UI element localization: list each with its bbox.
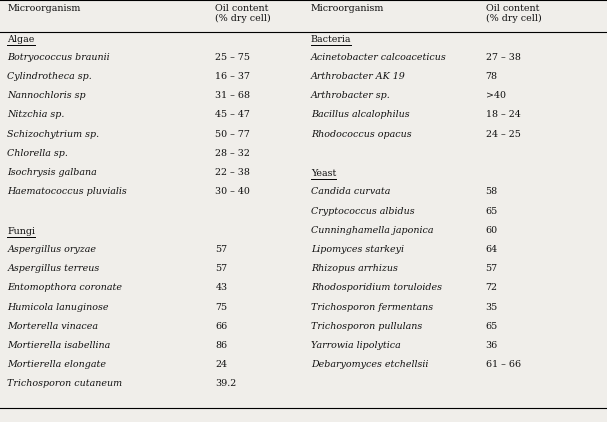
- Text: 66: 66: [215, 322, 228, 331]
- Text: 57: 57: [215, 245, 228, 254]
- Text: Humicola lanuginose: Humicola lanuginose: [7, 303, 109, 311]
- Text: 27 – 38: 27 – 38: [486, 53, 520, 62]
- Text: 22 – 38: 22 – 38: [215, 168, 250, 177]
- Text: Trichosporon fermentans: Trichosporon fermentans: [311, 303, 433, 311]
- Text: Nannochloris sp: Nannochloris sp: [7, 91, 86, 100]
- Text: Acinetobacter calcoaceticus: Acinetobacter calcoaceticus: [311, 53, 447, 62]
- Text: Oil content
(% dry cell): Oil content (% dry cell): [215, 4, 271, 23]
- Text: 30 – 40: 30 – 40: [215, 187, 250, 196]
- Text: Lipomyces starkeyi: Lipomyces starkeyi: [311, 245, 404, 254]
- Text: Arthrobacter AK 19: Arthrobacter AK 19: [311, 72, 405, 81]
- Text: 18 – 24: 18 – 24: [486, 111, 520, 119]
- Text: 43: 43: [215, 283, 228, 292]
- Text: 24 – 25: 24 – 25: [486, 130, 520, 139]
- Text: Chlorella sp.: Chlorella sp.: [7, 149, 68, 158]
- Text: 64: 64: [486, 245, 498, 254]
- Text: Algae: Algae: [7, 35, 35, 43]
- Text: Yarrowia lipolytica: Yarrowia lipolytica: [311, 341, 401, 350]
- Text: Rhizopus arrhizus: Rhizopus arrhizus: [311, 264, 398, 273]
- Text: 61 – 66: 61 – 66: [486, 360, 521, 369]
- Text: 58: 58: [486, 187, 498, 196]
- Text: Microorganism: Microorganism: [7, 4, 81, 13]
- Text: 35: 35: [486, 303, 498, 311]
- Text: 36: 36: [486, 341, 498, 350]
- Text: Haematococcus pluvialis: Haematococcus pluvialis: [7, 187, 127, 196]
- Text: Fungi: Fungi: [7, 227, 35, 236]
- Text: 78: 78: [486, 72, 498, 81]
- Text: Bacteria: Bacteria: [311, 35, 351, 43]
- Text: Trichosporon cutaneum: Trichosporon cutaneum: [7, 379, 123, 388]
- Text: >40: >40: [486, 91, 506, 100]
- Text: Aspergillus terreus: Aspergillus terreus: [7, 264, 100, 273]
- Text: 57: 57: [215, 264, 228, 273]
- Text: 57: 57: [486, 264, 498, 273]
- Text: Rhodosporidium toruloides: Rhodosporidium toruloides: [311, 283, 442, 292]
- Text: 24: 24: [215, 360, 228, 369]
- Text: Candida curvata: Candida curvata: [311, 187, 390, 196]
- Text: Bacillus alcalophilus: Bacillus alcalophilus: [311, 111, 409, 119]
- Text: 65: 65: [486, 206, 498, 216]
- Text: Mortierella elongate: Mortierella elongate: [7, 360, 106, 369]
- Text: Isochrysis galbana: Isochrysis galbana: [7, 168, 97, 177]
- Text: 25 – 75: 25 – 75: [215, 53, 251, 62]
- Text: 28 – 32: 28 – 32: [215, 149, 250, 158]
- Text: Rhodococcus opacus: Rhodococcus opacus: [311, 130, 412, 139]
- Text: Yeast: Yeast: [311, 169, 336, 178]
- Text: Arthrobacter sp.: Arthrobacter sp.: [311, 91, 390, 100]
- Text: 50 – 77: 50 – 77: [215, 130, 250, 139]
- Text: Aspergillus oryzae: Aspergillus oryzae: [7, 245, 97, 254]
- Text: Microorganism: Microorganism: [311, 4, 384, 13]
- Text: Botryococcus braunii: Botryococcus braunii: [7, 53, 110, 62]
- Text: 39.2: 39.2: [215, 379, 237, 388]
- Text: Nitzchia sp.: Nitzchia sp.: [7, 111, 65, 119]
- Text: 65: 65: [486, 322, 498, 331]
- Text: Cylindrotheca sp.: Cylindrotheca sp.: [7, 72, 92, 81]
- Text: Cunninghamella japonica: Cunninghamella japonica: [311, 226, 433, 235]
- Text: 60: 60: [486, 226, 498, 235]
- Text: Oil content
(% dry cell): Oil content (% dry cell): [486, 4, 541, 23]
- Text: 31 – 68: 31 – 68: [215, 91, 251, 100]
- Text: Morterella vinacea: Morterella vinacea: [7, 322, 98, 331]
- Text: Entomopthora coronate: Entomopthora coronate: [7, 283, 122, 292]
- Text: Cryptococcus albidus: Cryptococcus albidus: [311, 206, 415, 216]
- Text: 75: 75: [215, 303, 228, 311]
- Text: Debaryomyces etchellsii: Debaryomyces etchellsii: [311, 360, 428, 369]
- Text: Mortierella isabellina: Mortierella isabellina: [7, 341, 110, 350]
- Text: Schizochytrium sp.: Schizochytrium sp.: [7, 130, 100, 139]
- Text: 45 – 47: 45 – 47: [215, 111, 250, 119]
- Text: 16 – 37: 16 – 37: [215, 72, 251, 81]
- Text: 86: 86: [215, 341, 228, 350]
- Text: 72: 72: [486, 283, 498, 292]
- Text: Trichosporon pullulans: Trichosporon pullulans: [311, 322, 422, 331]
